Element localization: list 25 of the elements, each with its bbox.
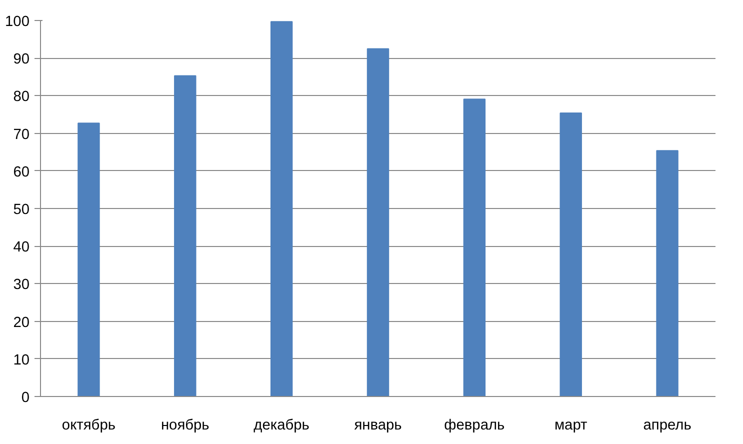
x-tick-label: ноябрь (160, 418, 210, 434)
x-tick-label: февраль (444, 418, 506, 434)
x-tick-label: март (554, 418, 588, 434)
bar (656, 150, 678, 396)
y-tick-label: 60 (13, 164, 30, 180)
y-tick-label: 40 (13, 240, 30, 256)
x-tick-label: апрель (643, 418, 692, 434)
y-tick-label: 0 (21, 390, 30, 406)
y-tick-label: 80 (13, 89, 30, 106)
bar (463, 98, 486, 396)
y-tick-label: 20 (13, 314, 30, 331)
bar (560, 112, 582, 396)
y-tick-label: 50 (13, 202, 30, 218)
bar (366, 48, 390, 396)
y-tick-label: 30 (13, 277, 30, 294)
x-tick-label: декабрь (254, 418, 310, 434)
y-tick-label: 10 (13, 352, 30, 368)
y-tick-label: 70 (13, 126, 30, 143)
bar (78, 122, 100, 396)
y-tick-label: 100 (5, 14, 30, 30)
bar (174, 75, 196, 396)
x-tick-label: октябрь (62, 418, 116, 434)
x-tick-label: январь (354, 418, 402, 434)
bar (270, 21, 293, 396)
y-tick-label: 90 (13, 52, 30, 68)
